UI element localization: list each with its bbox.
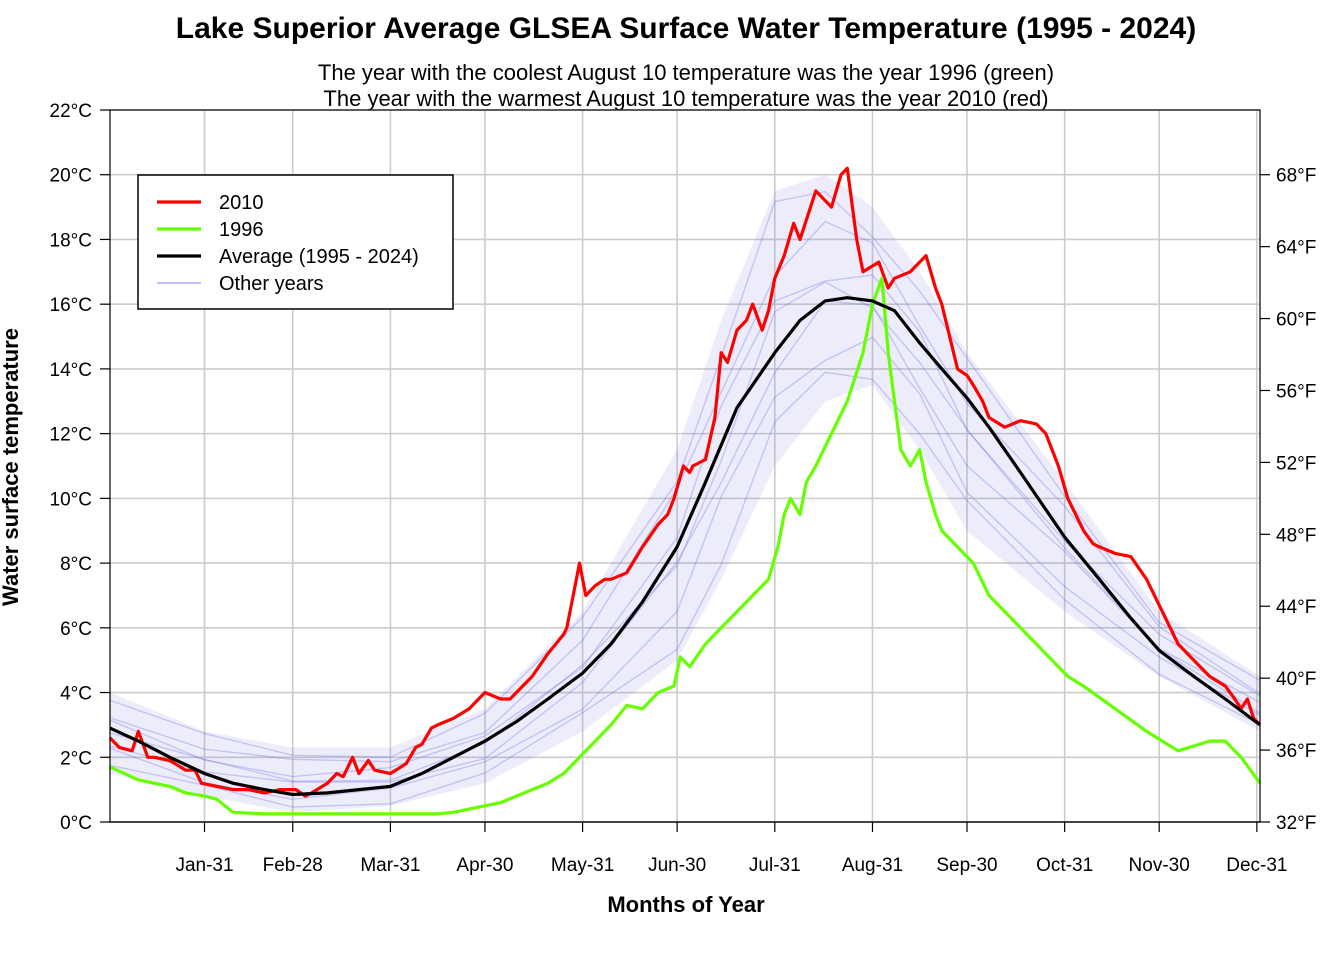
y-axis-fahrenheit: 32°F 36°F 40°F 44°F 48°F 52°F 56°F 60°F 64°F 68°F	[1260, 166, 1316, 834]
x-tick-label: Jul-31	[749, 855, 801, 876]
x-tick-label: Apr-30	[456, 855, 513, 876]
series-lines	[108, 166, 1262, 816]
y-right-tick-label: 60°F	[1276, 310, 1316, 331]
y-tick-label: 12°C	[50, 425, 92, 446]
legend-entry: 2010	[219, 192, 264, 214]
y-tick-label: 10°C	[50, 489, 92, 510]
y-right-tick-label: 36°F	[1276, 741, 1316, 762]
chart-subtitle-line-1: The year with the coolest August 10 temp…	[318, 60, 1054, 85]
x-tick-label: Jun-30	[648, 855, 706, 876]
x-tick-label: Feb-28	[263, 855, 323, 876]
y-right-tick-label: 48°F	[1276, 525, 1316, 546]
x-tick-label: Dec-31	[1226, 855, 1287, 876]
other-years-line	[109, 274, 1261, 778]
chart-subtitle-line-2: The year with the warmest August 10 temp…	[323, 86, 1048, 111]
y-axis-celsius: 0°C 2°C 4°C 6°C 8°C 10°C 12°C 14°C 16°C 18°C 20°C 2…	[50, 101, 110, 834]
y-right-tick-label: 64°F	[1276, 238, 1316, 259]
y-right-tick-label: 52°F	[1276, 453, 1316, 474]
other-years-line	[109, 336, 1261, 801]
legend-box	[137, 174, 454, 310]
y-tick-label: 20°C	[50, 166, 92, 187]
x-tick-label: Jan-31	[175, 855, 233, 876]
other-years-band-area	[110, 174, 1260, 813]
y-tick-label: 18°C	[50, 230, 92, 251]
y-tick-label: 2°C	[60, 748, 92, 769]
chart-title: Lake Superior Average GLSEA Surface Wate…	[176, 12, 1196, 45]
x-tick-label: Aug-31	[842, 855, 903, 876]
y-right-tick-label: 40°F	[1276, 669, 1316, 690]
legend-entry: Average (1995 - 2024)	[219, 246, 419, 268]
other-years-line	[109, 281, 1261, 782]
x-axis-label: Months of Year	[607, 892, 765, 917]
series-line-2010	[108, 166, 1262, 798]
legend-entry: Other years	[219, 273, 323, 295]
series-line-1996	[109, 276, 1262, 816]
x-tick-label: Mar-31	[360, 855, 420, 876]
y-tick-label: 8°C	[60, 554, 92, 575]
y-right-tick-label: 32°F	[1276, 813, 1316, 834]
x-axis: Jan-31 Feb-28 Mar-31 Apr-30 May-31 Jun-30 Jul-…	[110, 821, 1287, 876]
legend: 2010 1996 Average (1995 - 2024) Other years	[137, 174, 454, 310]
y-right-tick-label: 44°F	[1276, 597, 1316, 618]
y-tick-label: 4°C	[60, 684, 92, 705]
other-years-line	[109, 371, 1261, 808]
x-tick-label: May-31	[551, 855, 614, 876]
y-right-tick-label: 56°F	[1276, 381, 1316, 402]
series-line-average-1995-2024	[109, 296, 1261, 797]
y-right-tick-label: 68°F	[1276, 166, 1316, 187]
legend-entry: 1996	[219, 219, 264, 241]
x-tick-label: Oct-31	[1036, 855, 1093, 876]
y-axis-label: Water surface temperature	[0, 328, 23, 606]
other-years-line	[109, 300, 1261, 783]
y-tick-label: 16°C	[50, 295, 92, 316]
x-tick-label: Nov-30	[1129, 855, 1190, 876]
y-tick-label: 0°C	[60, 813, 92, 834]
other-years-line	[109, 190, 1261, 758]
y-tick-label: 6°C	[60, 619, 92, 640]
other-years-line	[109, 220, 1261, 763]
y-tick-label: 14°C	[50, 360, 92, 381]
x-tick-label: Sep-30	[936, 855, 997, 876]
y-tick-label: 22°C	[50, 101, 92, 122]
other-years-band	[109, 174, 1261, 813]
